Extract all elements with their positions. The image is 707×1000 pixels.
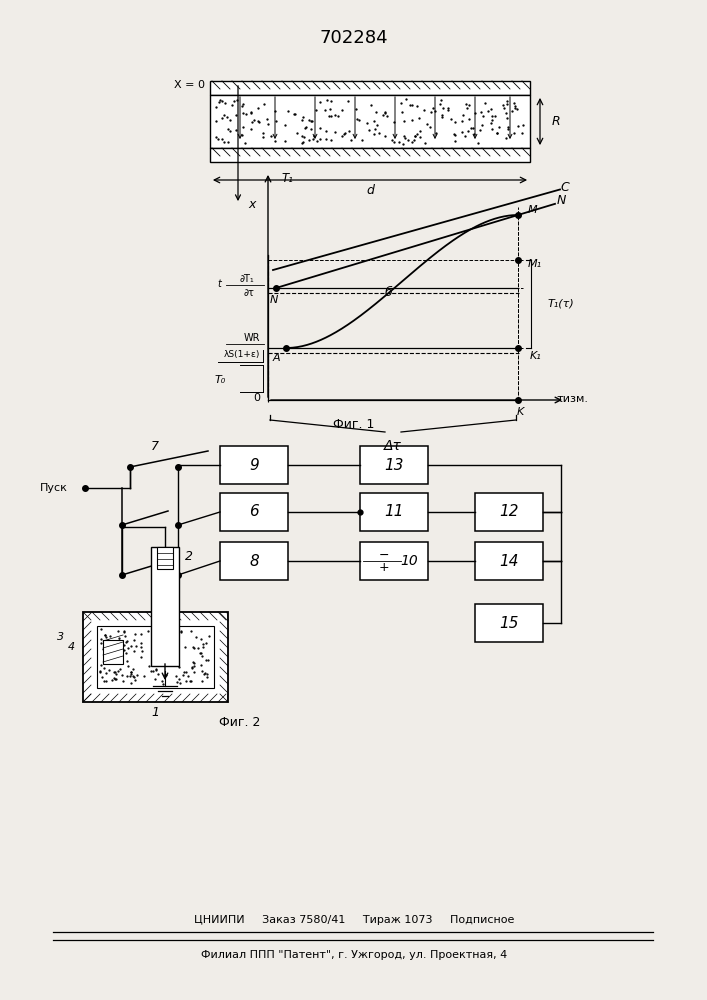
Bar bbox=[220, 446, 288, 484]
Text: d: d bbox=[366, 184, 374, 196]
Text: A: A bbox=[272, 353, 280, 363]
Text: 12: 12 bbox=[499, 504, 519, 520]
Text: −: − bbox=[378, 549, 389, 562]
Text: 9: 9 bbox=[249, 458, 259, 473]
Text: 2: 2 bbox=[185, 550, 193, 564]
Text: 1: 1 bbox=[151, 706, 160, 718]
Text: M₁: M₁ bbox=[528, 259, 542, 269]
Text: K: K bbox=[516, 407, 524, 417]
Text: 3: 3 bbox=[57, 632, 64, 642]
Text: 11: 11 bbox=[384, 504, 404, 520]
Text: X = 0: X = 0 bbox=[174, 80, 205, 90]
Text: 6: 6 bbox=[249, 504, 259, 520]
Text: ∂τ: ∂τ bbox=[243, 288, 254, 298]
Text: 15: 15 bbox=[499, 615, 519, 631]
Bar bbox=[475, 493, 543, 531]
Bar bbox=[157, 547, 173, 569]
Text: ∂T₁: ∂T₁ bbox=[239, 274, 254, 284]
Bar bbox=[103, 640, 123, 664]
Text: Филиал ППП "Патент", г. Ужгород, ул. Проектная, 4: Филиал ППП "Патент", г. Ужгород, ул. Про… bbox=[201, 950, 507, 960]
Text: N: N bbox=[556, 194, 566, 207]
Text: T₁: T₁ bbox=[281, 172, 293, 184]
Text: x: x bbox=[248, 198, 255, 211]
Text: C: C bbox=[561, 181, 569, 194]
Text: T₁(τ): T₁(τ) bbox=[548, 299, 575, 309]
Bar bbox=[475, 542, 543, 580]
Bar bbox=[210, 148, 530, 162]
Text: Фиг. 2: Фиг. 2 bbox=[219, 716, 261, 728]
Text: t: t bbox=[217, 279, 221, 289]
Bar bbox=[475, 604, 543, 642]
Text: τизм.: τизм. bbox=[556, 394, 588, 404]
Text: K₁: K₁ bbox=[530, 351, 542, 361]
Text: 10: 10 bbox=[400, 554, 418, 568]
Text: б: б bbox=[385, 286, 392, 299]
Bar bbox=[220, 542, 288, 580]
Text: 7: 7 bbox=[151, 440, 159, 454]
Text: R: R bbox=[552, 115, 561, 128]
Text: 5: 5 bbox=[107, 629, 115, 639]
Text: +: + bbox=[378, 561, 389, 574]
Bar bbox=[360, 446, 428, 484]
Text: 13: 13 bbox=[384, 458, 404, 473]
Bar bbox=[210, 81, 530, 95]
Text: Пуск: Пуск bbox=[40, 483, 68, 493]
Text: Δτ: Δτ bbox=[384, 439, 402, 453]
Bar bbox=[210, 95, 530, 148]
Text: WR: WR bbox=[243, 333, 260, 343]
Text: ЦНИИПИ     Заказ 7580/41     Тираж 1073     Подписное: ЦНИИПИ Заказ 7580/41 Тираж 1073 Подписно… bbox=[194, 915, 514, 925]
Bar bbox=[360, 542, 428, 580]
Text: Фиг. 1: Фиг. 1 bbox=[333, 418, 375, 430]
Text: 14: 14 bbox=[499, 554, 519, 568]
Text: M: M bbox=[528, 205, 537, 215]
Text: 702284: 702284 bbox=[320, 29, 388, 47]
Text: N: N bbox=[270, 295, 278, 305]
Bar bbox=[151, 547, 179, 666]
Bar bbox=[97, 626, 214, 688]
Text: 8: 8 bbox=[249, 554, 259, 568]
Bar bbox=[83, 612, 228, 702]
Text: 4: 4 bbox=[67, 642, 74, 652]
Bar bbox=[360, 493, 428, 531]
Text: λS(1+ε): λS(1+ε) bbox=[223, 350, 260, 359]
Bar bbox=[220, 493, 288, 531]
Text: 0: 0 bbox=[253, 393, 260, 403]
Text: T₀: T₀ bbox=[215, 375, 226, 385]
